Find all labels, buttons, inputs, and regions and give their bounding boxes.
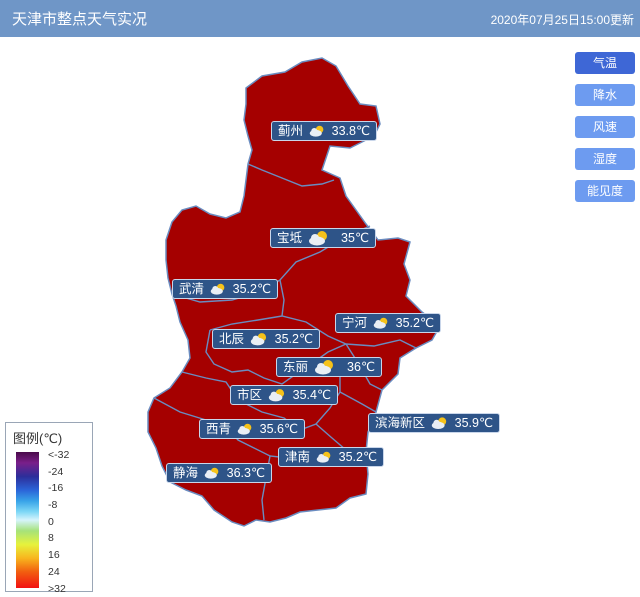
- partly-cloudy-icon: [237, 423, 252, 435]
- station-label-dongli[interactable]: 东丽 36℃: [276, 357, 382, 377]
- temperature-legend: 图例(℃) <-32 -24 -16 -8 0 8 16 24 >32: [5, 422, 93, 595]
- station-label-jinnan[interactable]: 津南 35.2℃: [278, 447, 384, 467]
- station-label-jinghai[interactable]: 静海 36.3℃: [166, 463, 272, 483]
- legend-tick: 24: [48, 565, 60, 578]
- station-label-ninghe[interactable]: 宁河 35.2℃: [335, 313, 441, 333]
- page-title: 天津市整点天气实况: [12, 11, 148, 28]
- legend-tick: -16: [48, 482, 64, 495]
- station-name: 宝坻: [277, 231, 303, 245]
- legend-tick: 8: [48, 532, 54, 545]
- legend-tick: 0: [48, 515, 54, 528]
- visibility-button[interactable]: 能见度: [575, 180, 635, 202]
- station-name: 滨海新区: [375, 416, 426, 430]
- station-temp: 36℃: [347, 360, 375, 374]
- station-temp: 35.2℃: [232, 282, 271, 296]
- station-label-beichen[interactable]: 北辰 35.2℃: [212, 329, 320, 349]
- legend-tick: -8: [48, 499, 58, 512]
- station-temp: 35.9℃: [454, 416, 493, 430]
- legend-tick: 16: [48, 549, 60, 562]
- legend-color-bar: [16, 452, 39, 588]
- station-temp: 33.8℃: [331, 124, 370, 138]
- precipitation-button[interactable]: 降水: [575, 84, 635, 106]
- station-name: 武清: [179, 282, 205, 296]
- header-bar: 天津市整点天气实况 2020年07月25日15:00更新: [0, 0, 640, 37]
- partly-cloudy-icon: [315, 360, 334, 375]
- station-temp: 35.2℃: [338, 450, 377, 464]
- station-temp: 35℃: [341, 231, 369, 245]
- element-switcher: 气温 降水 风速 湿度 能见度: [575, 52, 635, 212]
- station-name: 宁河: [342, 316, 368, 330]
- partly-cloudy-icon: [309, 125, 324, 137]
- legend-tick: >32: [48, 582, 66, 595]
- station-temp: 35.2℃: [274, 332, 313, 346]
- humidity-button[interactable]: 湿度: [575, 148, 635, 170]
- wind-speed-button[interactable]: 风速: [575, 116, 635, 138]
- partly-cloudy-icon: [431, 417, 447, 430]
- station-temp: 36.3℃: [226, 466, 265, 480]
- partly-cloudy-icon: [268, 389, 285, 402]
- legend-title: 图例(℃): [13, 431, 63, 446]
- partly-cloudy-icon: [250, 333, 267, 346]
- partly-cloudy-icon: [204, 467, 219, 479]
- station-temp: 35.6℃: [259, 422, 298, 436]
- tianjin-region-fill: [147, 57, 441, 527]
- update-time: 2020年07月25日15:00更新: [490, 13, 634, 27]
- station-label-binhai[interactable]: 滨海新区 35.9℃: [368, 413, 500, 433]
- partly-cloudy-icon: [210, 283, 225, 295]
- station-name: 东丽: [283, 360, 309, 374]
- station-name: 静海: [173, 466, 199, 480]
- temperature-button[interactable]: 气温: [575, 52, 635, 74]
- station-name: 蓟州: [278, 124, 304, 138]
- legend-tick: <-32: [48, 449, 70, 461]
- station-temp: 35.2℃: [395, 316, 434, 330]
- station-name: 西青: [206, 422, 232, 436]
- station-name: 市区: [237, 388, 263, 402]
- partly-cloudy-icon: [309, 231, 328, 246]
- legend-tick: -24: [48, 465, 64, 478]
- station-label-wuqing[interactable]: 武清 35.2℃: [172, 279, 278, 299]
- partly-cloudy-icon: [373, 317, 388, 329]
- partly-cloudy-icon: [316, 451, 331, 463]
- station-label-xiqing[interactable]: 西青 35.6℃: [199, 419, 305, 439]
- station-label-jizhou[interactable]: 蓟州 33.8℃: [271, 121, 377, 141]
- station-name: 津南: [285, 450, 311, 464]
- station-label-shiqu[interactable]: 市区 35.4℃: [230, 385, 338, 405]
- legend-ticks: <-32 -24 -16 -8 0 8 16 24 >32: [48, 447, 69, 597]
- station-name: 北辰: [219, 332, 245, 346]
- station-label-baodi[interactable]: 宝坻 35℃: [270, 228, 376, 248]
- station-temp: 35.4℃: [292, 388, 331, 402]
